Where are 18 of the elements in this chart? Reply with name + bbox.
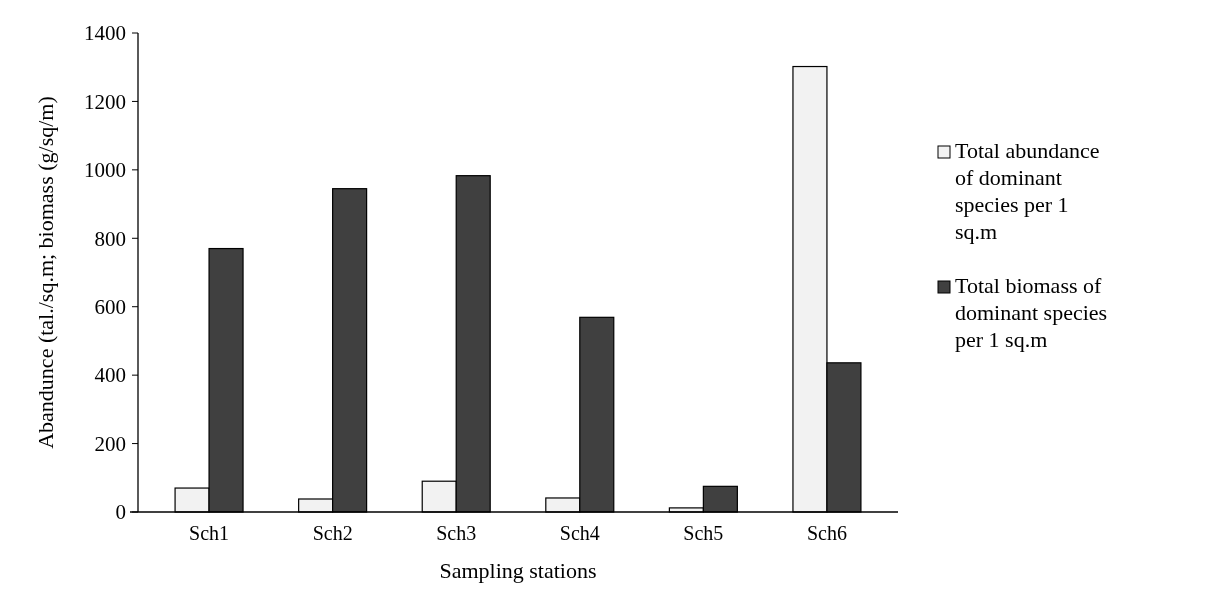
y-axis-title: Abandunce (tal./sq.m; biomass (g/sq/m) [33,96,58,449]
y-tick-label: 0 [115,500,126,525]
legend-label: Total abundance of dominant species per 1 sq.m [955,138,1100,244]
y-tick-label: 400 [94,363,126,388]
x-tick-label: Sch5 [683,522,724,544]
x-tick-label: Sch4 [559,522,600,544]
x-tick-label: Sch3 [436,522,477,544]
y-tick-label: 1000 [84,158,126,183]
y-tick-label: 1400 [84,21,126,46]
x-tick-label: Sch2 [312,522,353,544]
y-tick-label: 600 [94,295,126,320]
x-axis-title: Sampling stations [439,558,597,583]
x-tick-label: Sch1 [189,522,230,544]
y-tick-label: 1200 [84,89,126,114]
x-tick-label: Sch6 [806,522,847,544]
y-tick-label: 800 [94,226,126,251]
y-tick-label: 200 [94,431,126,456]
legend-label: Total biomass of dominant species per 1 sq.m [955,273,1108,352]
